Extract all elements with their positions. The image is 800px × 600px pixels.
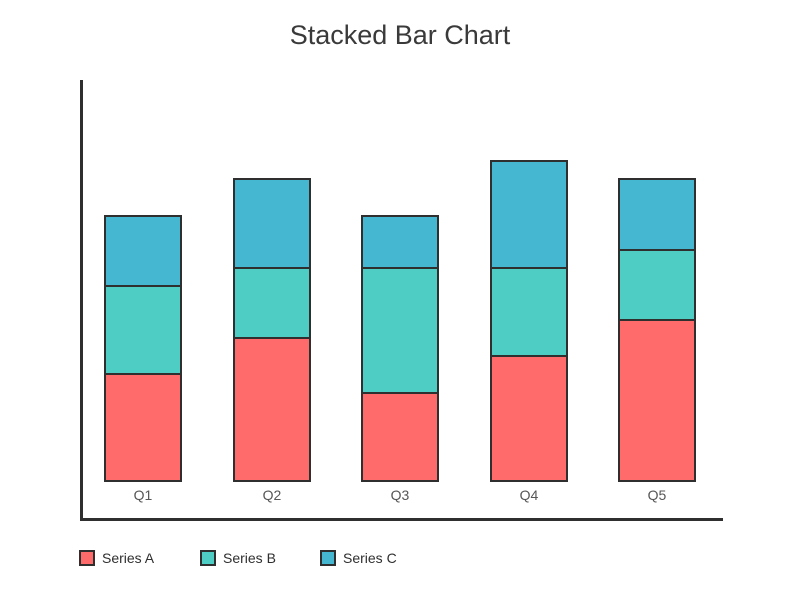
bar-group-q1 — [104, 0, 182, 482]
bar-segment-series-a-q4 — [490, 355, 568, 482]
bar-segment-series-a-q5 — [618, 319, 696, 482]
bar-segment-series-a-q3 — [361, 391, 439, 482]
bar-segment-series-c-q2 — [233, 178, 311, 269]
chart-title: Stacked Bar Chart — [289, 20, 511, 50]
bar-segment-series-a-q2 — [233, 337, 311, 482]
bar-segment-series-b-q2 — [233, 266, 311, 340]
category-label-q3: Q3 — [390, 487, 410, 503]
bar-group-q5 — [618, 0, 696, 482]
category-label-q4: Q4 — [519, 487, 539, 503]
bar-segment-series-c-q1 — [104, 214, 182, 287]
category-label-q1: Q1 — [133, 487, 153, 503]
legend-swatch-icon — [320, 550, 336, 566]
y-axis — [80, 80, 83, 521]
bar-segment-series-a-q1 — [104, 373, 182, 482]
bar-segment-series-b-q5 — [618, 248, 696, 322]
bar-segment-series-b-q1 — [104, 284, 182, 376]
legend-label: Series A — [102, 550, 155, 566]
legend-swatch-icon — [79, 550, 95, 566]
legend: Series A Series B Series C — [0, 549, 800, 569]
category-label-q2: Q2 — [262, 487, 282, 503]
bar-group-q4 — [490, 0, 568, 482]
bar-segment-series-b-q3 — [361, 266, 439, 394]
legend-label: Series B — [223, 550, 276, 566]
legend-label: Series C — [343, 550, 397, 566]
bar-group-q2 — [233, 0, 311, 482]
bar-group-q3 — [361, 0, 439, 482]
x-axis — [80, 518, 723, 521]
bar-segment-series-b-q4 — [490, 266, 568, 358]
legend-swatch-icon — [200, 550, 216, 566]
bar-segment-series-c-q3 — [361, 214, 439, 269]
bar-segment-series-c-q4 — [490, 160, 568, 269]
category-label-q5: Q5 — [647, 487, 667, 503]
bar-segment-series-c-q5 — [618, 178, 696, 251]
